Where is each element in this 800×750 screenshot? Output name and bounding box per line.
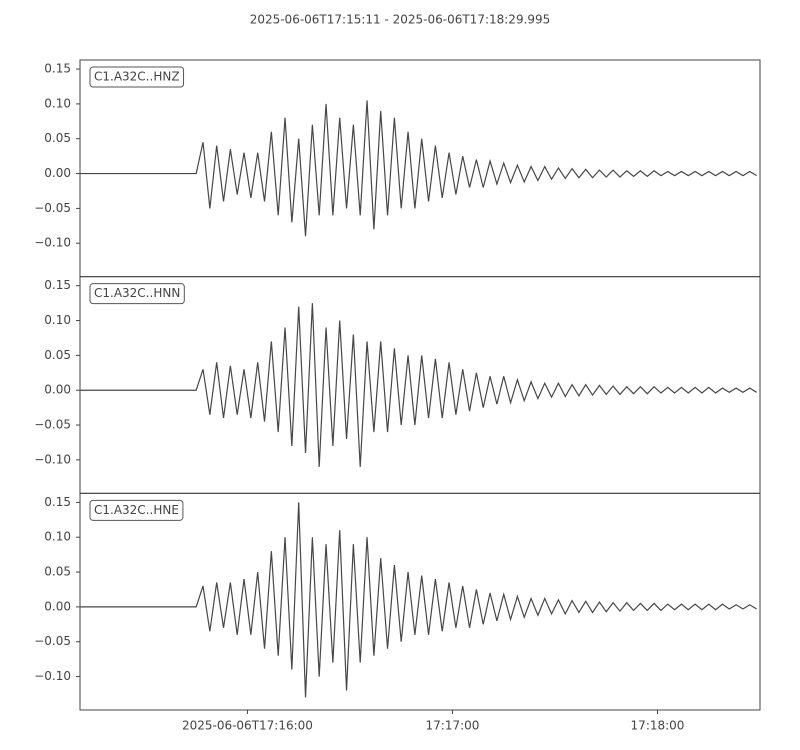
y-tick-label: 0.10 xyxy=(44,96,71,110)
y-tick-label: −0.10 xyxy=(34,669,71,683)
trace-label-box xyxy=(89,283,185,305)
chart-title: 2025-06-06T17:15:11 - 2025-06-06T17:18:2… xyxy=(250,13,551,27)
y-tick-label: 0.00 xyxy=(44,166,71,180)
y-tick-label: −0.05 xyxy=(34,634,71,648)
y-tick-label: −0.05 xyxy=(34,418,71,432)
y-tick-label: 0.05 xyxy=(44,131,71,145)
waveform xyxy=(80,303,757,467)
trace-label: C1.A32C..HNE xyxy=(94,503,179,517)
y-tick-label: 0.15 xyxy=(44,278,71,292)
waveform xyxy=(80,502,757,698)
y-tick-label: −0.10 xyxy=(34,236,71,250)
waveform xyxy=(80,100,757,237)
y-tick-label: 0.15 xyxy=(44,62,71,76)
x-tick-label: 17:17:00 xyxy=(426,719,480,733)
y-tick-label: 0.00 xyxy=(44,599,71,613)
trace-label-box xyxy=(89,66,185,88)
x-tick-label: 17:18:00 xyxy=(631,719,685,733)
x-tick-label: 2025-06-06T17:16:00 xyxy=(182,719,313,733)
y-tick-label: 0.05 xyxy=(44,565,71,579)
y-tick-label: 0.05 xyxy=(44,348,71,362)
trace-label: C1.A32C..HNZ xyxy=(94,70,180,84)
y-tick-label: 0.10 xyxy=(44,530,71,544)
panel-frame xyxy=(79,492,761,711)
y-tick-label: 0.15 xyxy=(44,495,71,509)
trace-label: C1.A32C..HNN xyxy=(94,286,180,300)
y-tick-label: 0.00 xyxy=(44,383,71,397)
y-tick-label: 0.10 xyxy=(44,313,71,327)
y-tick-label: −0.05 xyxy=(34,201,71,215)
y-tick-label: −0.10 xyxy=(34,452,71,466)
trace-label-box xyxy=(89,499,184,521)
